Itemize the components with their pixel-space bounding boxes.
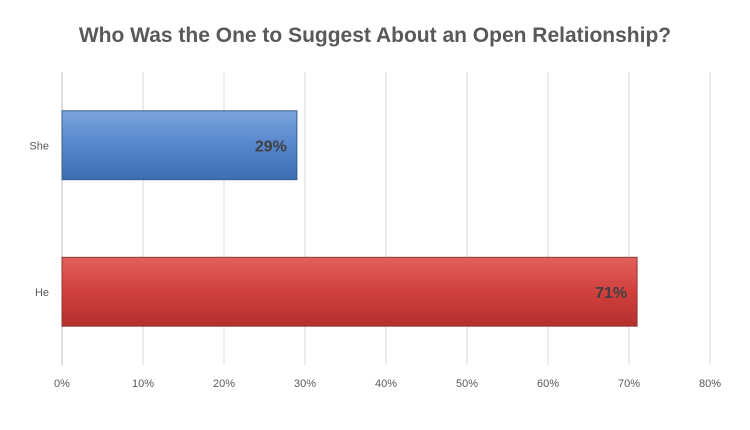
x-tick-label: 30% xyxy=(294,378,316,390)
data-labels: 29% 71% xyxy=(255,138,627,302)
bars xyxy=(61,110,638,327)
category-labels: She He xyxy=(29,140,49,299)
x-tick-label: 50% xyxy=(456,378,478,390)
category-label: He xyxy=(35,287,49,299)
category-label: She xyxy=(29,140,49,152)
x-tick-label: 40% xyxy=(375,378,397,390)
data-label: 29% xyxy=(255,138,287,155)
bar-he xyxy=(61,256,638,327)
data-label: 71% xyxy=(595,285,627,302)
x-tick-label: 60% xyxy=(537,378,559,390)
x-tick-label: 0% xyxy=(54,378,70,390)
chart-title: Who Was the One to Suggest About an Open… xyxy=(78,24,672,47)
bar-she xyxy=(61,110,298,181)
x-tick-label: 80% xyxy=(699,378,721,390)
x-axis-ticks: 0% 10% 20% 30% 40% 50% 60% 70% 80% xyxy=(54,378,721,390)
x-tick-label: 20% xyxy=(213,378,235,390)
x-tick-label: 10% xyxy=(132,378,154,390)
x-tick-label: 70% xyxy=(618,378,640,390)
